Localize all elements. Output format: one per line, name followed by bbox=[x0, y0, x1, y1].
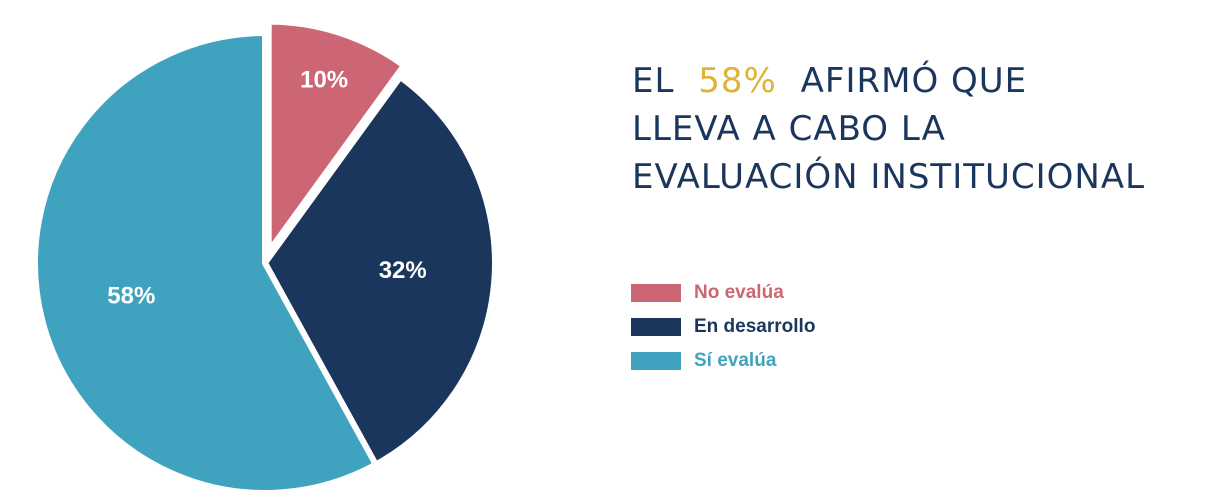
chart-title: EL 58% AFIRMÓ QUE LLEVA A CABO LA EVALUA… bbox=[632, 60, 1145, 197]
slice-label: 10% bbox=[300, 66, 348, 93]
pie-slice bbox=[265, 18, 409, 261]
slice-label: 32% bbox=[379, 257, 427, 284]
legend-text: En desarrollo bbox=[694, 316, 815, 337]
title-part: EL bbox=[632, 61, 674, 101]
legend-swatch bbox=[631, 352, 681, 370]
title-part: AFIRMÓ QUE bbox=[801, 60, 1028, 101]
pie-slice bbox=[32, 29, 380, 491]
title-part: LLEVA A CABO LA bbox=[632, 109, 946, 149]
legend-swatch bbox=[631, 318, 681, 336]
legend-text: No evalúa bbox=[694, 282, 784, 303]
title-highlight: 58% bbox=[698, 61, 777, 101]
legend-swatch bbox=[631, 284, 681, 302]
slice-label: 58% bbox=[107, 283, 155, 310]
title-part: EVALUACIÓN INSTITUCIONAL bbox=[632, 156, 1145, 197]
pie-slice bbox=[261, 72, 498, 469]
legend-text: Sí evalúa bbox=[694, 350, 777, 371]
